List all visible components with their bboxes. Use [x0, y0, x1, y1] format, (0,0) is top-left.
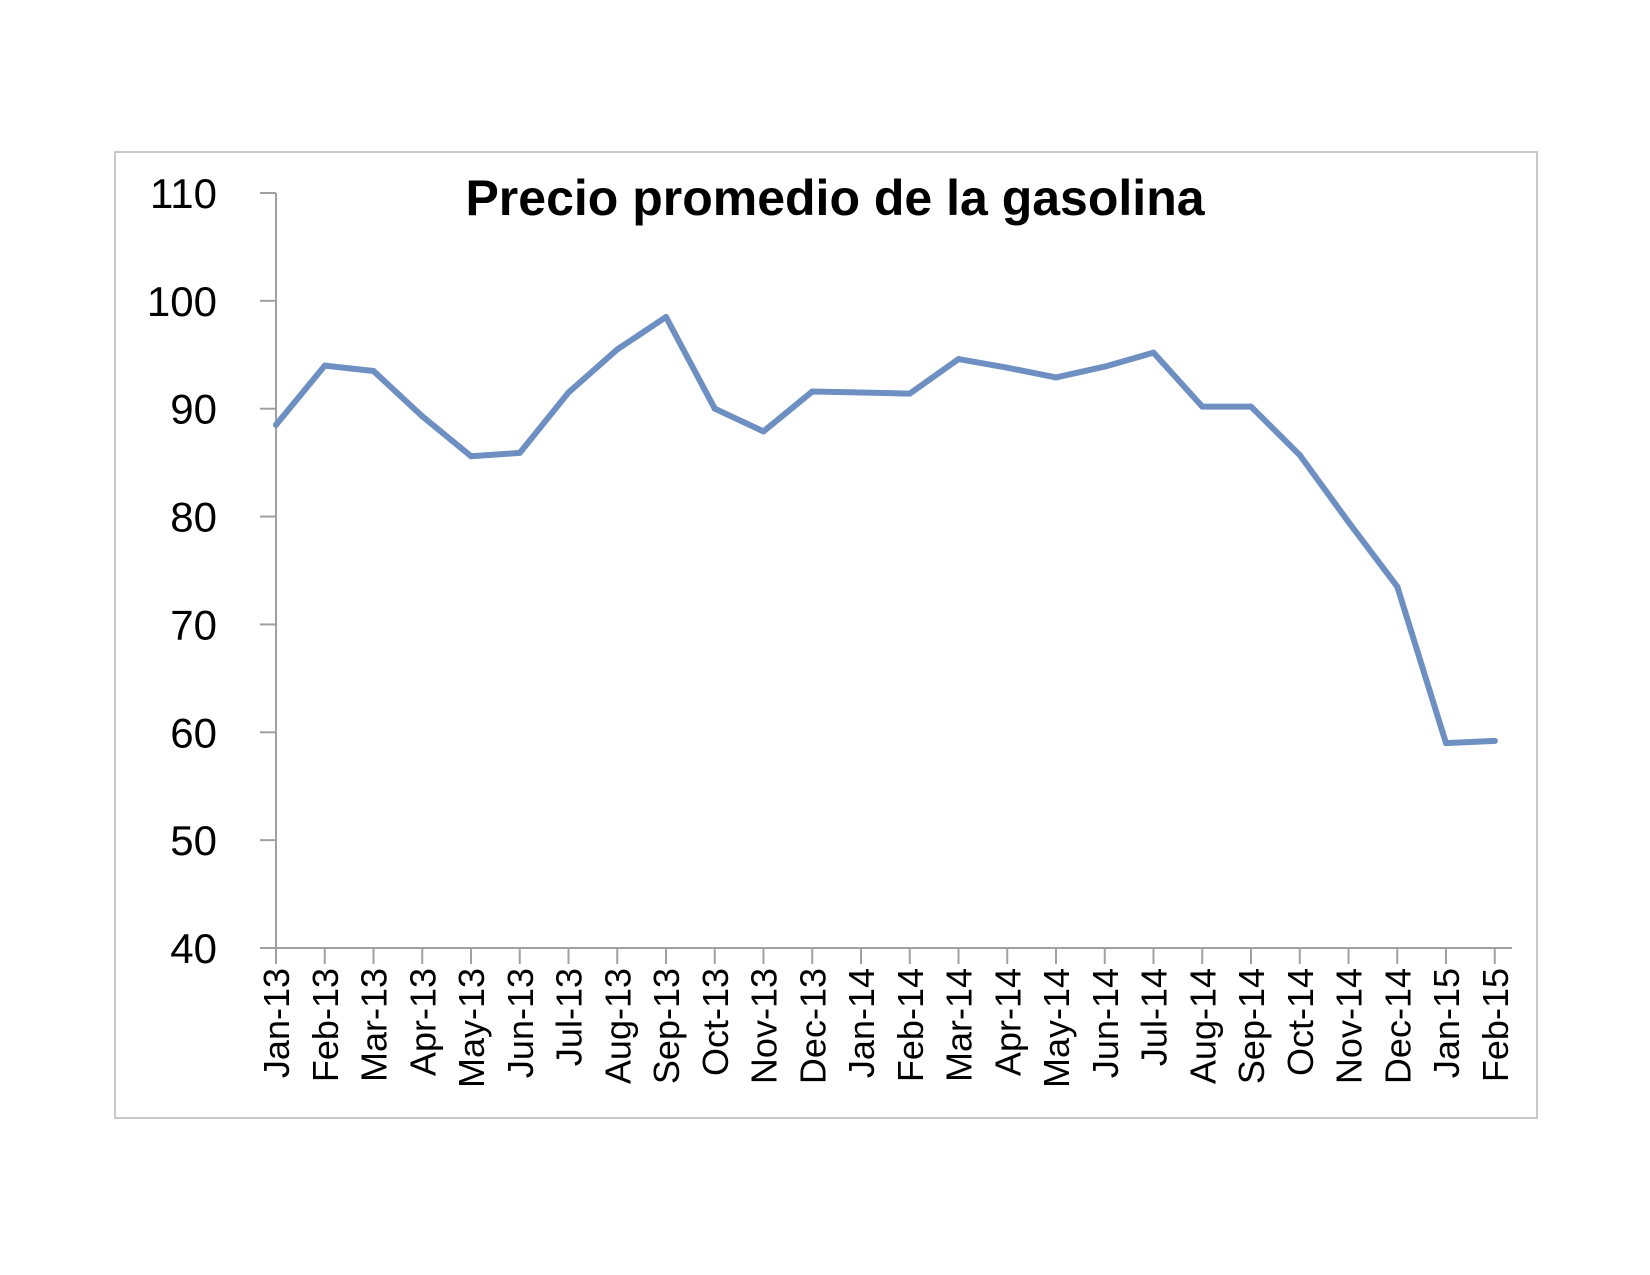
data-point — [565, 389, 572, 396]
data-point — [370, 368, 377, 374]
x-tick-label: Mar-13 — [354, 968, 395, 1082]
data-point — [1101, 363, 1108, 370]
data-point — [1150, 349, 1157, 356]
axes — [260, 192, 1512, 964]
data-point — [906, 390, 913, 397]
y-tick-label: 100 — [147, 278, 217, 325]
x-tick-label: Sep-13 — [646, 968, 687, 1084]
data-point — [1491, 737, 1498, 744]
x-tick-label: Dec-14 — [1377, 968, 1418, 1084]
series-line — [273, 314, 1498, 747]
data-point — [809, 388, 816, 395]
x-tick-label: Jul-13 — [549, 968, 590, 1066]
x-tick-label: Mar-14 — [939, 968, 980, 1082]
data-point — [468, 453, 474, 460]
x-tick-label: Apr-14 — [987, 968, 1028, 1076]
x-tick-label: Jan-15 — [1426, 968, 1467, 1078]
data-point — [419, 413, 426, 420]
chart-title: Precio promedio de la gasolina — [465, 170, 1205, 226]
x-tick-label: Aug-13 — [597, 968, 638, 1084]
x-tick-label: Jul-14 — [1134, 968, 1175, 1066]
x-tick-label: Jun-13 — [500, 968, 541, 1078]
x-tick-label: Oct-14 — [1280, 968, 1321, 1076]
x-tick-label: Dec-13 — [792, 968, 833, 1084]
data-point — [663, 314, 669, 320]
data-point — [614, 346, 621, 353]
x-tick-label: Sep-14 — [1231, 968, 1272, 1084]
data-point — [1053, 374, 1059, 381]
y-tick-label: 70 — [170, 601, 217, 648]
data-point — [516, 449, 523, 456]
data-point — [273, 421, 279, 428]
data-point — [858, 389, 864, 396]
x-tick-label: May-13 — [451, 968, 492, 1088]
y-tick-label: 80 — [170, 494, 217, 541]
data-point — [1248, 403, 1254, 410]
x-tick-label: Jun-14 — [1085, 968, 1126, 1078]
x-tick-label: Feb-15 — [1475, 968, 1516, 1082]
data-point — [1443, 740, 1449, 747]
y-tick-label: 110 — [150, 170, 217, 217]
y-tick-label: 40 — [170, 925, 217, 972]
data-point — [711, 405, 718, 412]
x-tick-label: Nov-14 — [1329, 968, 1370, 1084]
x-tick-label: May-14 — [1036, 968, 1077, 1088]
data-point — [1199, 403, 1206, 410]
data-point — [955, 356, 962, 363]
data-point — [1004, 364, 1011, 371]
x-tick-label: Jan-14 — [841, 968, 882, 1078]
y-tick-label: 90 — [170, 386, 217, 433]
x-tick-label: Apr-13 — [402, 968, 443, 1076]
x-tick-label: Oct-13 — [695, 968, 736, 1076]
y-tick-label: 50 — [170, 817, 217, 864]
x-tick-label: Feb-13 — [305, 968, 346, 1082]
y-tick-label: 60 — [170, 709, 217, 756]
x-tick-label: Jan-13 — [256, 968, 297, 1078]
x-tick-label: Aug-14 — [1182, 968, 1223, 1084]
data-point — [1394, 583, 1401, 590]
x-tick-label: Nov-13 — [744, 968, 785, 1084]
data-point — [321, 362, 328, 369]
x-tick-label: Feb-14 — [890, 968, 931, 1082]
data-point — [760, 428, 767, 435]
series-layer — [273, 314, 1498, 747]
data-point — [1345, 519, 1352, 525]
data-point — [1296, 452, 1303, 459]
